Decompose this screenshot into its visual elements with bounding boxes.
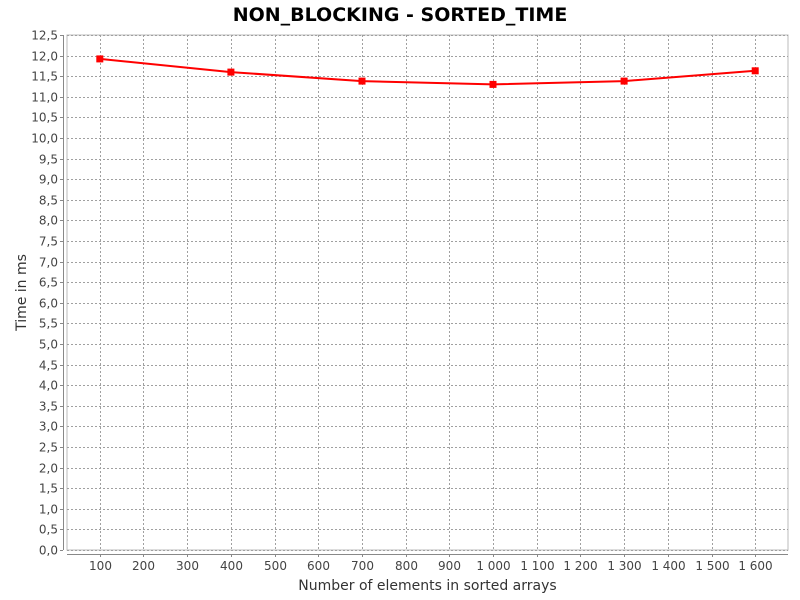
x-axis-title: Number of elements in sorted arrays [298, 578, 556, 594]
y-tick-label: 2,5 [39, 441, 58, 455]
x-tick-label: 1 000 [476, 559, 510, 573]
x-tick-label: 700 [351, 559, 374, 573]
x-tick-label: 900 [438, 559, 461, 573]
y-tick-label: 1,5 [39, 482, 58, 496]
y-tick-label: 12,0 [31, 50, 58, 64]
grid [67, 35, 788, 551]
chart-title: NON_BLOCKING - SORTED_TIME [232, 4, 568, 26]
y-tick-label: 7,0 [39, 256, 58, 270]
y-tick-label: 10,0 [31, 132, 58, 146]
y-tick-label: 0,0 [39, 544, 58, 558]
y-tick-label: 11,5 [31, 70, 58, 84]
y-tick-label: 4,0 [39, 379, 58, 393]
y-tick-label: 1,0 [39, 503, 58, 517]
y-tick-label: 6,0 [39, 297, 58, 311]
x-tick-label: 1 300 [607, 559, 641, 573]
x-tick-label: 1 100 [520, 559, 554, 573]
y-tick-label: 9,0 [39, 173, 58, 187]
x-tick-label: 400 [220, 559, 243, 573]
tick-labels: 0,0 0,5 1,0 1,5 2,0 2,5 3,0 3,5 4,0 4,5 5,0 5,5 6,0 6… [31, 29, 772, 574]
y-tick-label: 12,5 [31, 29, 58, 43]
y-tick-label: 0,5 [39, 523, 58, 537]
x-tick-label: 1 600 [738, 559, 772, 573]
y-tick-label: 8,5 [39, 194, 58, 208]
data-point [751, 67, 759, 75]
y-tick-label: 8,0 [39, 214, 58, 228]
y-tick-label: 5,5 [39, 317, 58, 331]
y-tick-label: 6,5 [39, 276, 58, 290]
data-point [96, 55, 104, 63]
x-tick-label: 200 [132, 559, 155, 573]
x-tick-label: 1 400 [651, 559, 685, 573]
x-tick-label: 500 [264, 559, 287, 573]
y-axis-title: Time in ms [14, 254, 30, 332]
data-point [358, 77, 366, 85]
series [96, 55, 759, 88]
axes [60, 35, 788, 557]
y-tick-label: 9,5 [39, 153, 58, 167]
data-point [227, 68, 235, 76]
x-tick-label: 1 500 [695, 559, 729, 573]
y-tick-label: 10,5 [31, 111, 58, 125]
y-tick-label: 7,5 [39, 235, 58, 249]
y-tick-label: 11,0 [31, 91, 58, 105]
y-tick-label: 3,5 [39, 400, 58, 414]
x-tick-label: 1 200 [563, 559, 597, 573]
x-tick-label: 600 [307, 559, 330, 573]
plot-area [66, 34, 789, 551]
x-tick-label: 100 [89, 559, 112, 573]
x-tick-label: 800 [395, 559, 418, 573]
y-tick-label: 2,0 [39, 462, 58, 476]
data-point [489, 80, 497, 88]
series-line [99, 57, 756, 86]
y-tick-label: 5,0 [39, 338, 58, 352]
y-tick-label: 4,5 [39, 359, 58, 373]
x-tick-label: 300 [176, 559, 199, 573]
data-point [620, 77, 628, 85]
y-tick-label: 3,0 [39, 420, 58, 434]
